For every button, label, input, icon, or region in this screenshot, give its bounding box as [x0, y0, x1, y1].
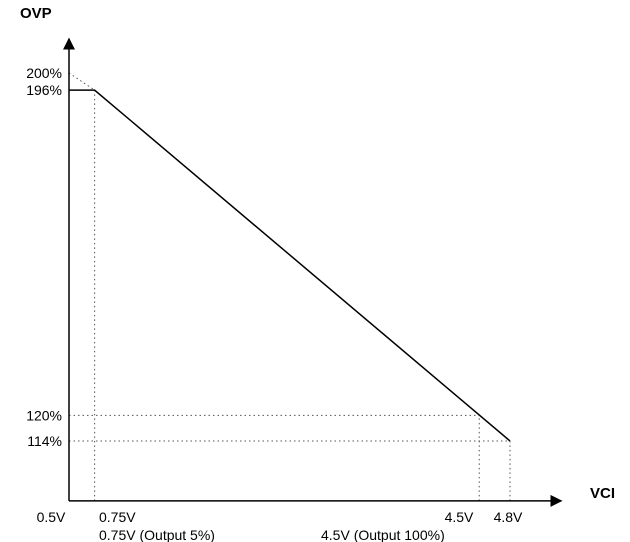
x-tick-label: 0.5V [37, 509, 66, 525]
y-axis-title: OVP [20, 5, 52, 22]
extrapolation-line [68, 72, 95, 91]
y-tick-label: 120% [26, 407, 62, 423]
extrapolation-segment [68, 72, 95, 91]
x-tick-label: 4.5V [445, 509, 474, 525]
ovp-series-line [69, 89, 511, 442]
x-tick-sublabel: 0.75V (Output 5%) [99, 527, 215, 542]
series-lines [69, 89, 511, 442]
x-tick-sublabel: 4.5V (Output 100%) [321, 527, 445, 542]
x-axis-title: VCI [590, 485, 615, 502]
x-tick-label: 4.8V [494, 509, 523, 525]
tick-labels: 200%196% 120% 114% 0.5V 0.75V 0.75V (Output 5… [26, 65, 523, 542]
x-tick-label: 0.75V [99, 509, 136, 525]
y-tick-label: 200% [26, 65, 62, 81]
axes [63, 37, 563, 507]
y-tick-label: 114% [27, 433, 62, 449]
y-tick-label: 196% [26, 82, 62, 98]
guide-lines [69, 90, 511, 501]
